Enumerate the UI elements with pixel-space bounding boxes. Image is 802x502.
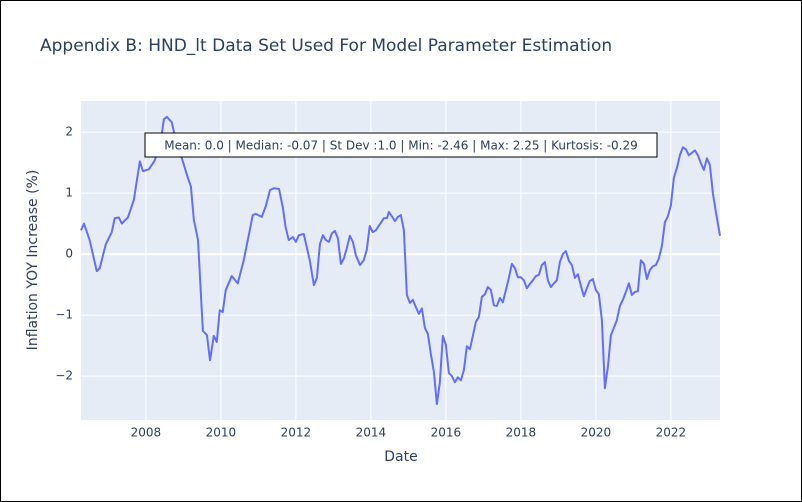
y-axis-label: Inflation YOY Increase (%)	[25, 170, 41, 351]
y-tick-label: −1	[55, 308, 73, 322]
y-tick-label: −2	[55, 369, 73, 383]
x-tick-label: 2018	[506, 426, 537, 440]
x-tick-label: 2012	[281, 426, 312, 440]
x-tick-label: 2016	[431, 426, 462, 440]
annotation: Mean: 0.0 | Median: -0.07 | St Dev :1.0 …	[164, 139, 638, 153]
annotation-box	[144, 132, 658, 158]
y-tick-label: 0	[65, 247, 73, 261]
x-tick-label: 2014	[356, 426, 387, 440]
data-line	[80, 115, 721, 406]
y-tick-label: 2	[65, 125, 73, 139]
x-tick-label: 2022	[656, 426, 687, 440]
x-tick-label: 2020	[581, 426, 612, 440]
chart-title: Appendix B: HND_lt Data Set Used For Mod…	[40, 36, 612, 56]
x-axis-label: Date	[384, 449, 417, 465]
x-tick-label: 2008	[131, 426, 162, 440]
x-tick-label: 2010	[206, 426, 237, 440]
marks	[80, 115, 721, 406]
y-tick-label: 1	[65, 186, 73, 200]
